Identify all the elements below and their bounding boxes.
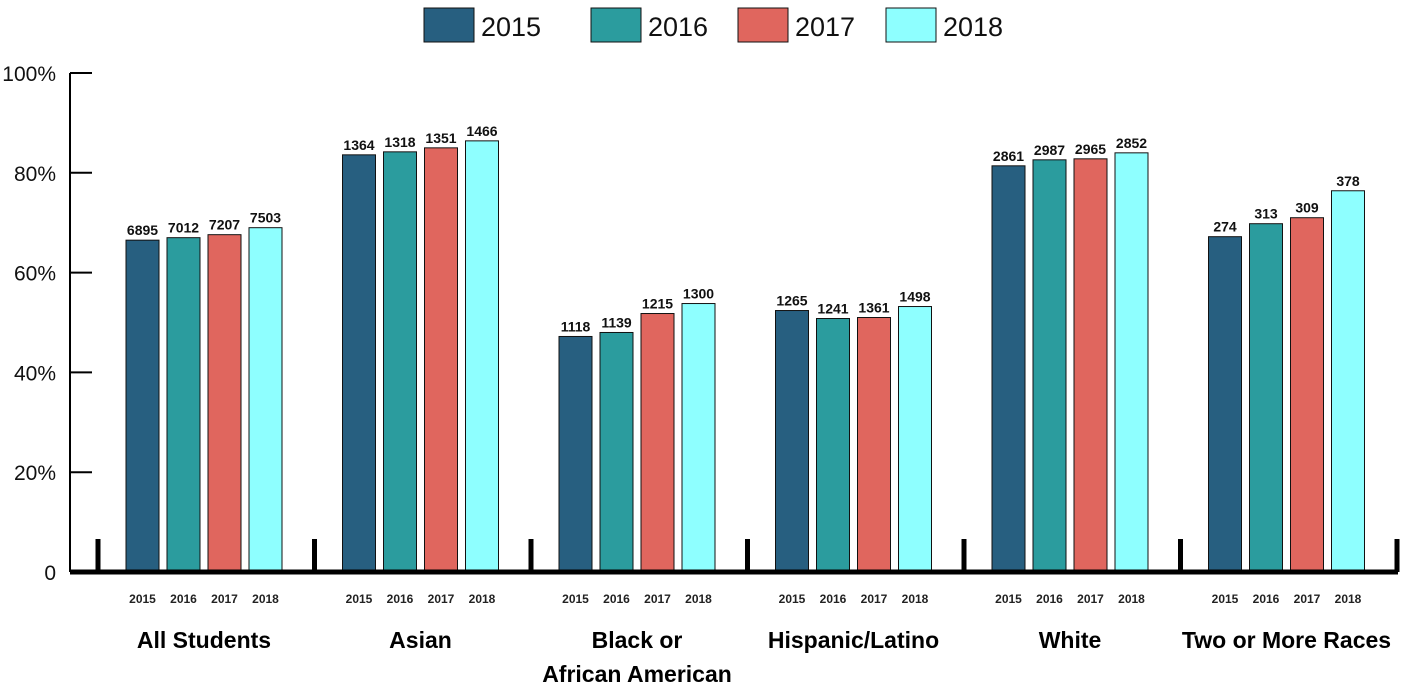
bar-0-2015 xyxy=(125,239,160,573)
bar-value-label: 1318 xyxy=(384,134,415,150)
y-tick-label: 40% xyxy=(14,362,56,385)
x-tick-label: 2018 xyxy=(902,592,929,606)
bar-value-label: 6895 xyxy=(127,222,158,238)
bar-3-2016 xyxy=(816,318,850,573)
bar-2-2016 xyxy=(599,331,634,573)
x-tick-label: 2016 xyxy=(1253,592,1280,606)
bar-4-2018 xyxy=(1114,152,1149,573)
legend-label-2016: 2016 xyxy=(648,12,708,42)
bar-0-2018 xyxy=(248,227,283,573)
bar-4-2016 xyxy=(1032,159,1067,573)
bar-value-label: 309 xyxy=(1295,200,1319,216)
bar-3-2017 xyxy=(857,317,891,573)
bar-value-label: 1361 xyxy=(858,300,889,316)
x-tick-label: 2015 xyxy=(346,592,373,606)
bar-3-2015 xyxy=(775,310,809,573)
bar-5-2017 xyxy=(1290,217,1324,573)
bar-value-label: 1466 xyxy=(466,123,497,139)
group-label: Two or More Races xyxy=(1182,627,1391,653)
bar-value-label: 2852 xyxy=(1116,135,1147,151)
bar-value-label: 274 xyxy=(1213,219,1237,235)
x-tick-label: 2016 xyxy=(820,592,847,606)
bar-value-label: 1351 xyxy=(425,130,456,146)
bar-value-label: 2965 xyxy=(1075,141,1106,157)
x-tick-label: 2017 xyxy=(211,592,238,606)
x-tick-label: 2018 xyxy=(469,592,496,606)
x-tick-label: 2017 xyxy=(644,592,671,606)
y-tick-label: 80% xyxy=(14,163,56,186)
legend-swatch-2015 xyxy=(423,7,475,43)
x-tick-label: 2017 xyxy=(1294,592,1321,606)
bar-4-2017 xyxy=(1073,158,1108,573)
x-tick-label: 2017 xyxy=(861,592,888,606)
bar-0-2017 xyxy=(207,234,242,573)
x-tick-label: 2018 xyxy=(1335,592,1362,606)
x-tick-label: 2015 xyxy=(995,592,1022,606)
x-tick-label: 2015 xyxy=(562,592,589,606)
x-tick-label: 2016 xyxy=(170,592,197,606)
x-tick-label: 2018 xyxy=(685,592,712,606)
x-tick-label: 2017 xyxy=(1077,592,1104,606)
bar-4-2015 xyxy=(991,165,1026,573)
bar-1-2016 xyxy=(383,151,417,573)
legend-label-2015: 2015 xyxy=(481,12,541,42)
bar-value-label: 1139 xyxy=(601,314,632,330)
bar-value-label: 313 xyxy=(1254,206,1278,222)
bar-value-label: 1241 xyxy=(817,301,848,317)
x-tick-label: 2018 xyxy=(252,592,279,606)
legend-label-2017: 2017 xyxy=(795,12,855,42)
bar-5-2018 xyxy=(1331,190,1365,573)
group-label: White xyxy=(1039,627,1102,653)
group-label: Hispanic/Latino xyxy=(768,627,939,653)
legend-label-2018: 2018 xyxy=(943,12,1003,42)
bar-value-label: 1118 xyxy=(561,318,591,334)
bar-value-label: 378 xyxy=(1336,173,1360,189)
bar-value-label: 7503 xyxy=(250,210,281,226)
bar-3-2018 xyxy=(898,306,932,573)
bar-value-label: 1300 xyxy=(683,286,714,302)
bar-2-2018 xyxy=(681,303,716,573)
group-label: Black or xyxy=(592,627,683,653)
group-label: Asian xyxy=(389,627,452,653)
bar-value-label: 1498 xyxy=(899,289,930,305)
bar-value-label: 2861 xyxy=(993,148,1024,164)
legend-swatch-2018 xyxy=(885,7,937,43)
bar-value-label: 1265 xyxy=(776,293,807,309)
legend-swatch-2016 xyxy=(590,7,642,43)
bar-value-label: 7012 xyxy=(168,220,199,236)
bar-value-label: 2987 xyxy=(1034,142,1065,158)
y-tick-label: 0 xyxy=(44,562,56,585)
bar-value-label: 1364 xyxy=(343,137,374,153)
bar-value-label: 1215 xyxy=(642,296,673,312)
bar-2-2017 xyxy=(640,313,675,573)
bar-1-2017 xyxy=(424,147,458,573)
bar-2-2015 xyxy=(558,335,593,573)
y-tick-label: 100% xyxy=(2,63,56,86)
bar-0-2016 xyxy=(166,237,201,573)
x-tick-label: 2015 xyxy=(129,592,156,606)
bar-5-2016 xyxy=(1249,223,1283,573)
legend-swatch-2017 xyxy=(737,7,789,43)
x-tick-label: 2015 xyxy=(1212,592,1239,606)
group-label: African American xyxy=(542,661,732,687)
x-tick-label: 2016 xyxy=(387,592,414,606)
x-tick-label: 2016 xyxy=(1036,592,1063,606)
bar-1-2018 xyxy=(465,140,499,573)
x-tick-label: 2018 xyxy=(1118,592,1145,606)
group-label: All Students xyxy=(137,627,271,653)
bar-5-2015 xyxy=(1208,236,1242,573)
x-tick-label: 2016 xyxy=(603,592,630,606)
bar-1-2015 xyxy=(342,154,376,573)
x-tick-label: 2015 xyxy=(779,592,806,606)
y-tick-label: 20% xyxy=(14,462,56,485)
y-tick-label: 60% xyxy=(14,263,56,286)
bar-value-label: 7207 xyxy=(209,217,240,233)
x-tick-label: 2017 xyxy=(428,592,455,606)
